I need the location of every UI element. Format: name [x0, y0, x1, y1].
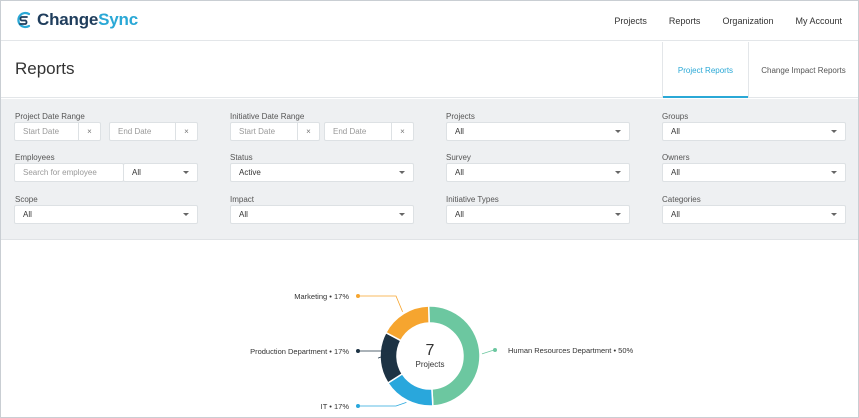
nav-my-account[interactable]: My Account — [795, 16, 842, 26]
initiative-types-select-value: All — [455, 210, 464, 219]
leader-dot-human-resources — [493, 348, 497, 352]
categories-select[interactable]: All — [662, 205, 846, 224]
leader-line-marketing — [358, 295, 403, 312]
owners-label: Owners — [662, 153, 690, 162]
chevron-down-icon — [399, 213, 405, 216]
chevron-down-icon — [615, 213, 621, 216]
employee-search-placeholder: Search for employee — [23, 168, 97, 177]
project-start-date-placeholder: Start Date — [23, 127, 60, 136]
slice-label-human-resources: Human Resources Department • 50% — [508, 346, 634, 355]
initiative-types-select[interactable]: All — [446, 205, 630, 224]
status-label: Status — [230, 153, 253, 162]
categories-select-value: All — [671, 210, 680, 219]
employees-select[interactable]: All — [123, 163, 198, 182]
owners-select-value: All — [671, 168, 680, 177]
chevron-down-icon — [183, 213, 189, 216]
survey-label: Survey — [446, 153, 471, 162]
filter-panel: Project Date Range Start Date × End Date… — [1, 99, 858, 240]
donut-slice-marketing[interactable] — [384, 305, 430, 342]
tab-change-impact-reports[interactable]: Change Impact Reports — [748, 42, 858, 98]
initiative-start-date-placeholder: Start Date — [239, 127, 276, 136]
initiative-end-date-input[interactable]: End Date × — [324, 122, 414, 141]
nav-projects[interactable]: Projects — [614, 16, 647, 26]
categories-label: Categories — [662, 195, 701, 204]
initiative-start-date-input[interactable]: Start Date × — [230, 122, 320, 141]
employees-select-value: All — [132, 168, 141, 177]
groups-label: Groups — [662, 112, 689, 121]
leader-line-production — [358, 350, 397, 359]
projects-select-value: All — [455, 127, 464, 136]
slice-label-it: IT • 17% — [321, 402, 350, 411]
center-value: 7 — [426, 342, 435, 359]
projects-select[interactable]: All — [446, 122, 630, 141]
initiative-types-label: Initiative Types — [446, 195, 499, 204]
clear-initiative-end-date-icon[interactable]: × — [391, 123, 413, 140]
nav-organization[interactable]: Organization — [722, 16, 774, 26]
impact-select[interactable]: All — [230, 205, 414, 224]
leader-dot-it — [356, 404, 360, 408]
donut-slices — [379, 305, 481, 407]
brand-name: ChangeSync — [37, 10, 138, 29]
leader-line-it — [358, 401, 407, 407]
impact-select-value: All — [239, 210, 248, 219]
groups-select[interactable]: All — [662, 122, 846, 141]
survey-select[interactable]: All — [446, 163, 630, 182]
chevron-down-icon — [399, 171, 405, 174]
top-navigation: ChangeSync Projects Reports Organization… — [1, 1, 858, 41]
projects-donut-chart: Human Resources Department • 50% IT • 17%… — [250, 292, 633, 411]
scope-label: Scope — [15, 195, 38, 204]
status-select-value: Active — [239, 168, 261, 177]
nav-links: Projects Reports Organization My Account — [592, 1, 842, 41]
brand-logo[interactable]: ChangeSync — [14, 8, 138, 32]
page-header: Reports Project Reports Change Impact Re… — [1, 42, 858, 98]
chevron-down-icon — [831, 130, 837, 133]
slice-label-production: Production Department • 17% — [250, 347, 349, 356]
survey-select-value: All — [455, 168, 464, 177]
donut-leaders: Human Resources Department • 50% IT • 17%… — [250, 292, 633, 411]
status-select[interactable]: Active — [230, 163, 414, 182]
employee-search-input[interactable]: Search for employee — [14, 163, 124, 182]
chevron-down-icon — [831, 213, 837, 216]
clear-project-end-date-icon[interactable]: × — [175, 123, 197, 140]
report-tabs: Project Reports Change Impact Reports — [662, 42, 858, 98]
initiative-date-range-label: Initiative Date Range — [230, 112, 305, 121]
impact-label: Impact — [230, 195, 255, 204]
clear-initiative-start-date-icon[interactable]: × — [297, 123, 319, 140]
project-start-date-input[interactable]: Start Date × — [14, 122, 101, 141]
leader-line-human-resources — [481, 349, 495, 355]
scope-select[interactable]: All — [14, 205, 198, 224]
donut-slice-human-resources[interactable] — [427, 305, 481, 407]
leader-dot-production — [356, 349, 360, 353]
clear-project-start-date-icon[interactable]: × — [78, 123, 100, 140]
project-end-date-placeholder: End Date — [118, 127, 152, 136]
chevron-down-icon — [831, 171, 837, 174]
chevron-down-icon — [183, 171, 189, 174]
project-date-range-label: Project Date Range — [15, 112, 85, 121]
chevron-down-icon — [615, 130, 621, 133]
chevron-down-icon — [615, 171, 621, 174]
scope-select-value: All — [23, 210, 32, 219]
leader-dot-marketing — [356, 294, 360, 298]
project-end-date-input[interactable]: End Date × — [109, 122, 198, 141]
slice-label-marketing: Marketing • 17% — [294, 292, 349, 301]
projects-label: Projects — [446, 112, 475, 121]
groups-select-value: All — [671, 127, 680, 136]
changesync-logo-icon — [17, 11, 31, 29]
report-chart-area: Human Resources Department • 50% IT • 17%… — [1, 241, 858, 417]
employees-label: Employees — [15, 153, 55, 162]
nav-reports[interactable]: Reports — [668, 16, 701, 26]
page-title: Reports — [15, 59, 75, 78]
center-label: Projects — [416, 360, 445, 369]
tab-project-reports[interactable]: Project Reports — [662, 42, 748, 98]
owners-select[interactable]: All — [662, 163, 846, 182]
initiative-end-date-placeholder: End Date — [333, 127, 367, 136]
